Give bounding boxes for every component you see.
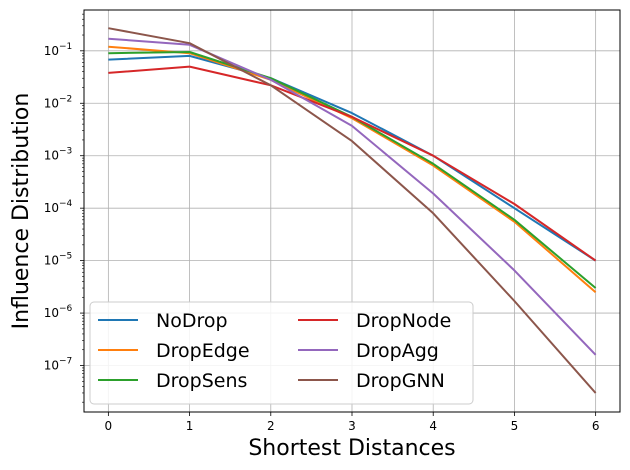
y-tick-base: 10 — [44, 149, 59, 163]
y-tick-base: 10 — [44, 96, 59, 110]
y-tick-label: 10−2 — [44, 94, 73, 110]
series-line-nodrop — [108, 54, 597, 262]
y-tick-exponent: −1 — [59, 42, 72, 52]
legend: NoDrop DropEdge DropSens DropNode DropAgg Dro… — [89, 301, 474, 405]
y-tick-exponent: −5 — [59, 252, 72, 262]
y-tick-base: 10 — [44, 306, 59, 320]
y-tick-label: 10−1 — [44, 42, 73, 58]
x-tick-label: 3 — [348, 419, 356, 433]
y-tick-exponent: −7 — [59, 357, 72, 367]
y-tick-label: 10−7 — [44, 357, 73, 373]
legend-label: DropGNN — [356, 370, 445, 392]
y-tick-exponent: −3 — [59, 147, 72, 157]
y-axis-label: Influence Distribution — [9, 93, 34, 330]
y-tick-label: 10−3 — [44, 147, 73, 163]
x-tick-label: 2 — [267, 419, 275, 433]
legend-box — [89, 301, 474, 405]
y-tick-base: 10 — [44, 359, 59, 373]
y-tick-base: 10 — [44, 254, 59, 268]
series-line-dropgnn — [108, 27, 597, 394]
y-tick-label: 10−6 — [44, 304, 73, 320]
y-tick-base: 10 — [44, 201, 59, 215]
y-tick-exponent: −6 — [59, 304, 73, 314]
axis-ticks: 0 1 2 3 4 5 610−710−610−510−410−310−210−1 — [44, 13, 600, 433]
series-lines — [108, 27, 597, 394]
x-axis-label: Shortest Distances — [248, 436, 455, 461]
series-line-dropagg — [108, 37, 597, 356]
legend-label: DropEdge — [156, 340, 250, 362]
legend-label: DropSens — [156, 370, 247, 392]
series-line-dropnode — [108, 65, 597, 262]
legend-label: NoDrop — [156, 310, 228, 332]
x-tick-label: 6 — [592, 419, 600, 433]
series-line-dropedge — [108, 45, 597, 293]
legend-label: DropNode — [356, 310, 451, 332]
x-tick-label: 0 — [105, 419, 113, 433]
y-tick-label: 10−4 — [44, 199, 73, 215]
x-tick-label: 4 — [429, 419, 437, 433]
y-tick-exponent: −4 — [59, 199, 73, 209]
y-tick-label: 10−5 — [44, 252, 73, 268]
x-tick-label: 1 — [186, 419, 194, 433]
y-tick-base: 10 — [44, 44, 59, 58]
y-tick-exponent: −2 — [59, 94, 72, 104]
x-tick-label: 5 — [511, 419, 519, 433]
legend-label: DropAgg — [356, 340, 439, 362]
